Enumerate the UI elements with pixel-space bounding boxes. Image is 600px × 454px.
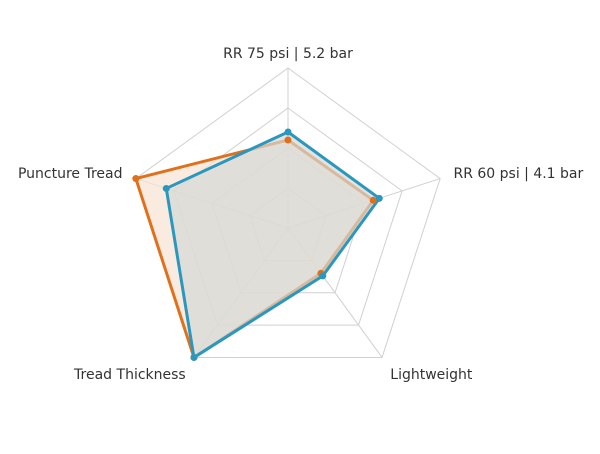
axis-label: Lightweight — [390, 367, 473, 383]
data-point — [369, 196, 377, 204]
data-point — [284, 128, 292, 136]
grid-ring — [135, 67, 441, 358]
data-point — [190, 353, 198, 361]
data-point — [319, 272, 327, 280]
data-point — [162, 184, 170, 192]
data-point — [375, 194, 383, 202]
data-point — [132, 175, 140, 183]
axis-label: RR 75 psi | 5.2 bar — [223, 46, 353, 62]
data-point — [284, 136, 292, 144]
axis-label: Puncture Tread — [18, 166, 123, 182]
axis-label: RR 60 psi | 4.1 bar — [453, 166, 583, 182]
series-area — [164, 130, 381, 359]
axis-label: Tread Thickness — [73, 367, 186, 383]
